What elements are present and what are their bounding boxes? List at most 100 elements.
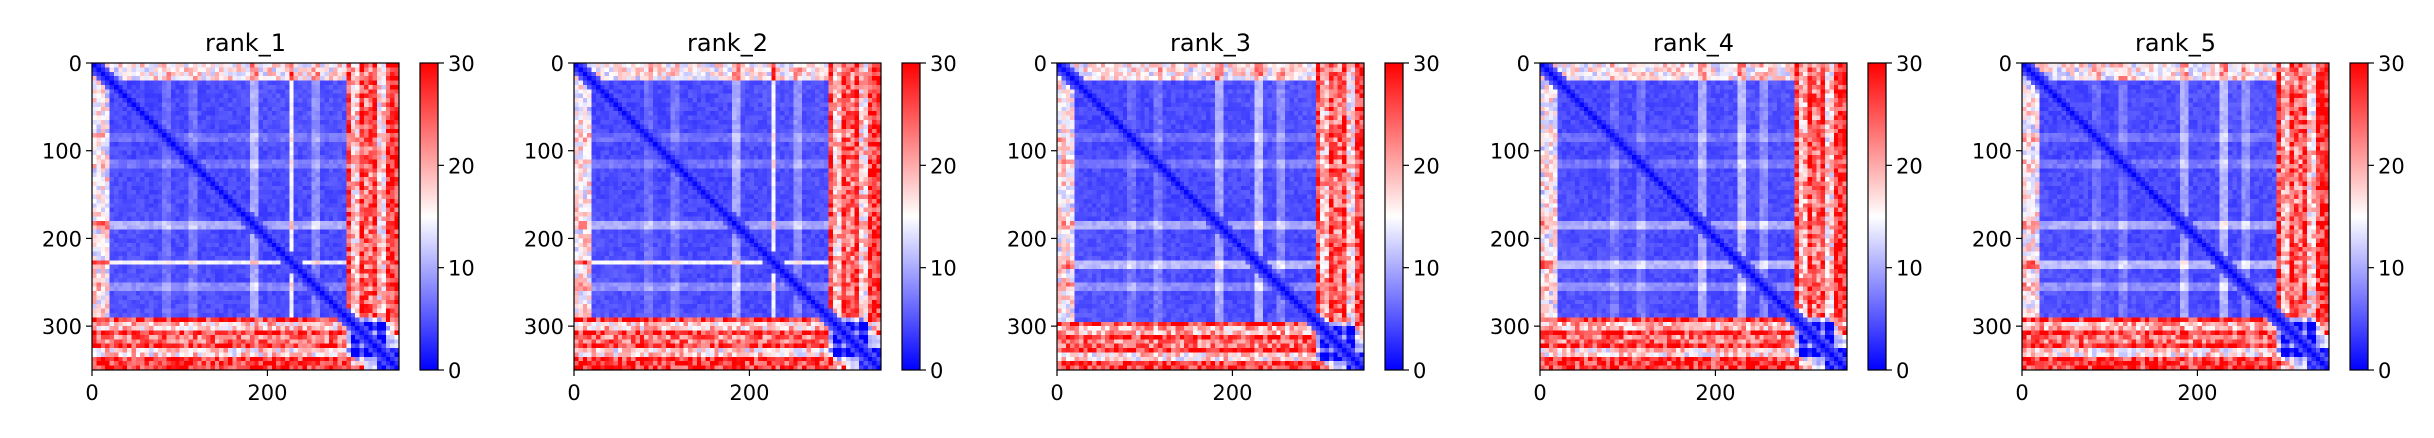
heatmap-cell	[167, 142, 172, 147]
heatmap-cell	[110, 282, 115, 287]
heatmap-cell	[127, 129, 132, 134]
heatmap-cell	[259, 304, 264, 309]
heatmap-cell	[303, 129, 308, 134]
heatmap-cell	[149, 146, 154, 151]
heatmap-cell	[101, 225, 106, 230]
heatmap-cell	[105, 195, 110, 200]
heatmap-cell	[210, 256, 215, 261]
heatmap-cell	[386, 142, 391, 147]
heatmap-cell	[364, 102, 369, 107]
heatmap-cell	[188, 107, 193, 112]
heatmap-cell	[241, 304, 246, 309]
heatmap-cell	[281, 295, 286, 300]
heatmap-cell	[294, 138, 299, 143]
heatmap-cell	[259, 357, 264, 362]
heatmap-cell	[188, 89, 193, 94]
heatmap-cell	[368, 177, 373, 182]
heatmap-cell	[316, 295, 321, 300]
heatmap-cell	[329, 247, 334, 252]
heatmap-cell	[167, 133, 172, 138]
heatmap-cell	[381, 326, 386, 331]
heatmap-cell	[206, 98, 211, 103]
heatmap-cell	[368, 300, 373, 305]
heatmap-cell	[333, 217, 338, 222]
heatmap-cell	[653, 63, 658, 68]
heatmap-cell	[254, 339, 259, 344]
heatmap-cell	[136, 72, 141, 77]
heatmap-cell	[364, 221, 369, 226]
heatmap-cell	[123, 230, 128, 235]
heatmap-cell	[123, 89, 128, 94]
heatmap-cell	[105, 138, 110, 143]
heatmap-cell	[105, 357, 110, 362]
heatmap-cell	[180, 85, 185, 90]
heatmap-cell	[162, 89, 167, 94]
heatmap-cell	[259, 199, 264, 204]
heatmap-cell	[324, 317, 329, 322]
heatmap-cell	[149, 243, 154, 248]
heatmap-cell	[311, 81, 316, 86]
heatmap-cell	[210, 177, 215, 182]
heatmap-cell	[246, 295, 251, 300]
heatmap-cell	[145, 195, 150, 200]
heatmap-cell	[92, 133, 97, 138]
heatmap-cell	[171, 221, 176, 226]
heatmap-cell	[158, 107, 163, 112]
heatmap-cell	[219, 331, 224, 336]
heatmap-cell	[188, 335, 193, 340]
heatmap-cell	[281, 124, 286, 129]
heatmap-cell	[360, 190, 365, 195]
heatmap-cell	[351, 361, 356, 366]
heatmap-cell	[272, 190, 277, 195]
heatmap-cell	[263, 357, 268, 362]
heatmap-cell	[136, 309, 141, 314]
heatmap-cell	[180, 317, 185, 322]
heatmap-cell	[311, 352, 316, 357]
heatmap-cell	[162, 164, 167, 169]
heatmap-cell	[281, 146, 286, 151]
heatmap-cell	[289, 344, 294, 349]
heatmap-cell	[171, 124, 176, 129]
heatmap-cell	[329, 129, 334, 134]
heatmap-cell	[210, 124, 215, 129]
heatmap-cell	[197, 146, 202, 151]
heatmap-cell	[254, 212, 259, 217]
heatmap-cell	[254, 133, 259, 138]
heatmap-cell	[346, 133, 351, 138]
heatmap-cell	[324, 234, 329, 239]
heatmap-cell	[114, 212, 119, 217]
heatmap-cell	[272, 265, 277, 270]
heatmap-cell	[360, 102, 365, 107]
heatmap-cell	[202, 361, 207, 366]
heatmap-cell	[136, 120, 141, 125]
heatmap-cell	[307, 76, 312, 81]
heatmap-cell	[298, 225, 303, 230]
heatmap-cell	[149, 221, 154, 226]
heatmap-cell	[193, 300, 198, 305]
heatmap-cell	[131, 181, 136, 186]
heatmap-cell	[298, 102, 303, 107]
heatmap-cell	[338, 129, 343, 134]
heatmap-cell	[193, 212, 198, 217]
heatmap-cell	[285, 331, 290, 336]
heatmap-cell	[263, 300, 268, 305]
heatmap-cell	[136, 344, 141, 349]
heatmap-cell	[311, 138, 316, 143]
heatmap-cell	[101, 287, 106, 292]
heatmap-cell	[180, 247, 185, 252]
heatmap-cell	[285, 274, 290, 279]
heatmap-cell	[263, 181, 268, 186]
heatmap-cell	[254, 102, 259, 107]
heatmap-cell	[193, 221, 198, 226]
heatmap-cell	[281, 234, 286, 239]
heatmap-cell	[390, 155, 395, 160]
heatmap-cell	[118, 335, 123, 340]
heatmap-cell	[167, 217, 172, 222]
heatmap-cell	[140, 173, 145, 178]
heatmap-cell	[320, 230, 325, 235]
heatmap-cell	[281, 247, 286, 252]
heatmap-cell	[360, 146, 365, 151]
heatmap-cell	[246, 98, 251, 103]
heatmap-cell	[224, 76, 229, 81]
heatmap-cell	[259, 133, 264, 138]
